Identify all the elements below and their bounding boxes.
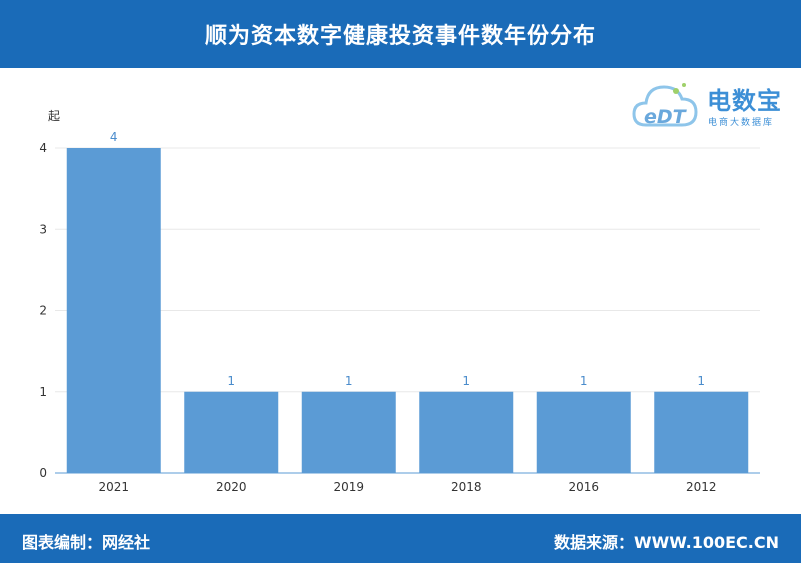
- chart-title: 顺为资本数字健康投资事件数年份分布: [204, 24, 596, 49]
- y-axis-label: 起: [48, 109, 60, 123]
- y-tick-label: 2: [39, 304, 47, 318]
- header-bar: 顺为资本数字健康投资事件数年份分布: [0, 0, 801, 68]
- y-tick-label: 0: [39, 466, 47, 480]
- logo-tagline: 电商大数据库: [708, 118, 775, 128]
- x-tick-label: 2018: [451, 480, 482, 494]
- data-label: 1: [580, 374, 588, 388]
- bar: [66, 148, 161, 473]
- logo-mark: eDT: [644, 106, 688, 128]
- y-tick-label: 1: [39, 385, 47, 399]
- x-tick-label: 2020: [216, 480, 247, 494]
- x-tick-labels: 2021 2020 2019 2018 2016 2012: [98, 480, 716, 494]
- data-label: 4: [110, 130, 118, 144]
- data-label: 1: [697, 374, 705, 388]
- grid-lines: [55, 147, 760, 393]
- y-tick-labels: 0 1 2 3 4: [39, 141, 47, 480]
- logo-name: 电数宝: [707, 87, 782, 115]
- x-tick-label: 2012: [686, 480, 717, 494]
- bar: [301, 391, 396, 473]
- data-labels: 4 1 1 1 1 1: [110, 130, 705, 388]
- y-tick-label: 4: [39, 141, 47, 155]
- footer-source: 数据来源：WWW.100EC.CN: [553, 533, 779, 552]
- data-label: 1: [227, 374, 235, 388]
- x-tick-label: 2021: [98, 480, 129, 494]
- bar: [184, 391, 279, 473]
- edt-logo: eDT 电数宝 电商大数据库: [632, 73, 797, 135]
- x-tick-label: 2016: [568, 480, 599, 494]
- bar: [536, 391, 631, 473]
- data-label: 1: [345, 374, 353, 388]
- footer-credit: 图表编制：网经社: [22, 533, 151, 552]
- bars: [66, 148, 749, 473]
- y-tick-label: 3: [39, 222, 47, 236]
- bar-chart: 起 0 1 2 3 4 4 1 1 1 1 1 2021 2020 2019 2018 2016 2012: [39, 109, 760, 494]
- x-tick-label: 2019: [333, 480, 364, 494]
- footer-bar: 图表编制：网经社 数据来源：WWW.100EC.CN: [0, 514, 801, 563]
- bar: [654, 391, 749, 473]
- bar: [419, 391, 514, 473]
- data-label: 1: [462, 374, 470, 388]
- cloud-logo-icon: eDT: [632, 83, 698, 128]
